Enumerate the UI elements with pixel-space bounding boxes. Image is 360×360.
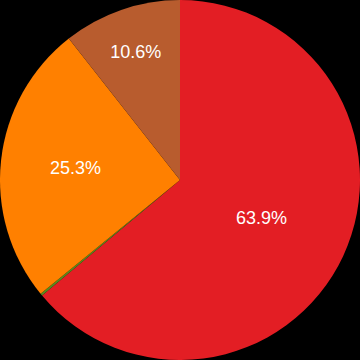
svg-text:25.3%: 25.3%: [50, 158, 101, 178]
svg-text:63.9%: 63.9%: [236, 208, 287, 228]
svg-text:10.6%: 10.6%: [110, 42, 161, 62]
